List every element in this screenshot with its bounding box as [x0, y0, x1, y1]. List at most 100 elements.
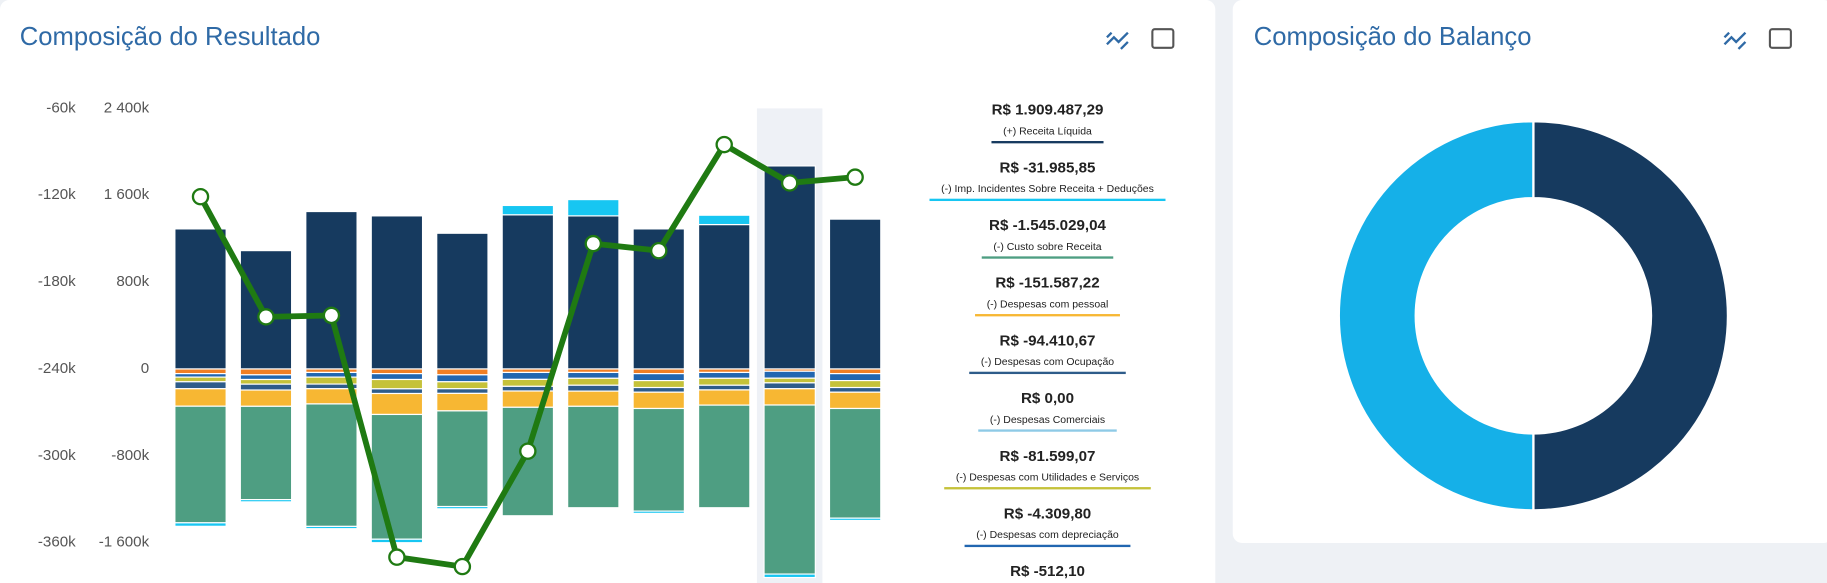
bar-segment [632, 380, 685, 389]
bar-segment [501, 214, 555, 370]
bar-segment [305, 525, 358, 530]
bar-segment [697, 389, 751, 406]
y2-tick-label: -360k [38, 534, 76, 551]
bar-segment [697, 214, 751, 226]
bar-segment [828, 368, 882, 375]
y-tick-label: 800k [116, 273, 149, 290]
bar-segment [501, 406, 555, 517]
bar-segment [828, 218, 882, 370]
line-point [257, 308, 275, 326]
bar-segment [436, 388, 489, 394]
line-point [519, 442, 537, 460]
bar-segment [632, 391, 685, 410]
bar-segment [370, 373, 424, 381]
y-tick-label: 2 400k [104, 99, 150, 116]
y2-tick-label: -60k [46, 99, 76, 116]
legend-value: R$ -31.985,85 [1000, 159, 1096, 176]
donut-segment [1532, 120, 1730, 512]
bar-segment [436, 381, 489, 390]
bar-segment [632, 386, 685, 393]
legend-swatch [964, 544, 1131, 548]
bar-segment [763, 404, 816, 575]
line-point [780, 174, 799, 192]
bar-segment [436, 505, 489, 510]
y-tick-label: 0 [141, 360, 149, 377]
bar-segment [174, 388, 227, 407]
bar-segment [370, 388, 424, 395]
bar-segment [436, 374, 489, 383]
bar-segment [239, 405, 293, 501]
legend-value: R$ -94.410,67 [1000, 332, 1096, 349]
bar-segment [697, 371, 751, 379]
bar-segment [239, 498, 293, 503]
bar-segment [436, 368, 489, 376]
y2-tick-label: -240k [38, 360, 76, 377]
bar-segment [567, 405, 620, 509]
bar-segment [501, 371, 555, 380]
bar-segment [174, 368, 227, 375]
line-point [846, 168, 864, 186]
bar-segment [436, 410, 489, 508]
bar-segment [370, 413, 424, 540]
line-point [650, 241, 668, 260]
bar-segment [501, 204, 555, 216]
bar-segment [370, 368, 424, 375]
legend-value: R$ -81.599,07 [1000, 448, 1096, 465]
bar-segment [174, 381, 227, 390]
bar-segment [697, 404, 751, 509]
line-point [322, 306, 341, 325]
bar-segment [697, 377, 751, 386]
insight-icon[interactable] [1723, 31, 1747, 50]
bar-segment [567, 390, 620, 407]
legend-name: (-) Custo sobre Receita [993, 242, 1101, 253]
bar-segment [370, 538, 424, 544]
legend-name: (-) Despesas Comerciais [990, 415, 1105, 426]
insight-icon[interactable] [1106, 31, 1129, 50]
legend-swatch [981, 256, 1114, 259]
legend-value: R$ -4.309,80 [1004, 505, 1091, 522]
bar-segment [828, 380, 882, 389]
legend-name: (-) Imp. Incidentes Sobre Receita + Dedu… [941, 184, 1154, 195]
legend-value: R$ -1.545.029,04 [989, 217, 1106, 234]
bar-segment [632, 510, 685, 514]
bar-segment [697, 384, 751, 391]
bar-segment [567, 384, 620, 392]
bar-segment [632, 368, 685, 375]
legend-swatch [978, 429, 1117, 432]
expand-icon[interactable] [1768, 28, 1792, 49]
legend-swatch [975, 314, 1120, 317]
bar-segment [828, 373, 882, 382]
bar-segment [174, 376, 227, 383]
bar-segment [763, 377, 816, 384]
bar-segment [763, 388, 816, 406]
legend-swatch [929, 198, 1166, 202]
line-point [453, 557, 472, 576]
bar-segment [567, 371, 620, 379]
legend-name: (-) Despesas com Utilidades e Serviços [956, 473, 1139, 484]
bar-segment [305, 403, 358, 527]
bar-segment [828, 391, 882, 410]
legend-value: R$ 0,00 [1021, 390, 1074, 407]
bar-segment [632, 373, 685, 382]
legend-value: R$ 1.909.487,29 [992, 102, 1104, 119]
expand-icon[interactable] [1151, 28, 1175, 49]
donut-segment [1337, 120, 1535, 512]
legend-name: (-) Despesas com Ocupação [981, 357, 1114, 368]
bar-segment [370, 392, 424, 416]
legend-swatch [991, 141, 1104, 144]
y2-tick-label: -120k [38, 186, 76, 203]
legend-name: (+) Receita Líquida [1003, 126, 1092, 137]
line-point [584, 234, 603, 253]
legend-swatch [969, 371, 1126, 375]
legend-value: R$ -151.587,22 [995, 275, 1099, 292]
y2-tick-label: -180k [38, 273, 76, 290]
y-tick-label: 1 600k [104, 186, 150, 203]
bar-segment [763, 370, 816, 379]
bar-segment [239, 389, 293, 407]
y-tick-label: -1 600k [99, 534, 150, 551]
line-point [715, 135, 733, 154]
bar-segment [632, 407, 685, 512]
bar-segment [305, 210, 358, 370]
bar-segment [763, 382, 816, 390]
legend-value: R$ -512,10 [1010, 563, 1085, 580]
